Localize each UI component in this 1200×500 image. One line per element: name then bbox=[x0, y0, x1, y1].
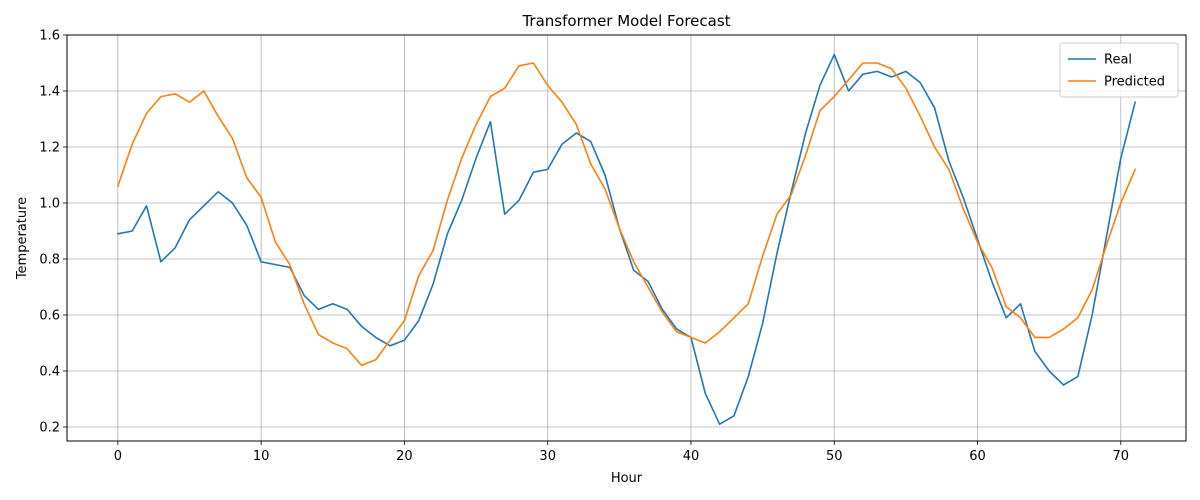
series-layer bbox=[116, 53, 1137, 426]
series-line-predicted bbox=[116, 62, 1137, 367]
x-tick-label: 20 bbox=[396, 449, 413, 464]
plot-frame bbox=[66, 34, 1187, 442]
y-axis-title: Temperature bbox=[15, 197, 30, 280]
legend: Real Predicted bbox=[1059, 42, 1179, 98]
y-tick-label: 0.6 bbox=[39, 309, 60, 324]
y-tick-label: 1.4 bbox=[39, 85, 60, 100]
legend-box bbox=[1059, 42, 1179, 98]
y-tick-label: 0.2 bbox=[39, 421, 60, 436]
x-tick-label: 50 bbox=[826, 449, 843, 464]
x-tick-label: 0 bbox=[114, 449, 122, 464]
y-tick-label: 0.4 bbox=[39, 365, 60, 380]
x-tick-label: 10 bbox=[253, 449, 270, 464]
legend-label-real: Real bbox=[1104, 53, 1132, 68]
x-tick-label: 30 bbox=[539, 449, 556, 464]
x-axis-title: Hour bbox=[611, 471, 643, 486]
x-tick-label: 70 bbox=[1113, 449, 1130, 464]
y-tick-label: 0.8 bbox=[39, 253, 60, 268]
chart-title: Transformer Model Forecast bbox=[521, 12, 730, 30]
y-tick-label: 1.6 bbox=[39, 29, 60, 44]
x-tick-label: 60 bbox=[969, 449, 986, 464]
y-tick-label: 1.0 bbox=[39, 197, 60, 212]
series-line-real bbox=[116, 53, 1137, 426]
grid bbox=[67, 34, 1186, 441]
legend-label-predicted: Predicted bbox=[1104, 75, 1165, 90]
y-tick-label: 1.2 bbox=[39, 141, 60, 156]
axis-ticks: 0 10 20 30 40 50 60 70 0.2 0.4 0.6 0.8 1.0 1.2 1.4 1.6 bbox=[39, 29, 1129, 465]
x-tick-label: 40 bbox=[683, 449, 700, 464]
